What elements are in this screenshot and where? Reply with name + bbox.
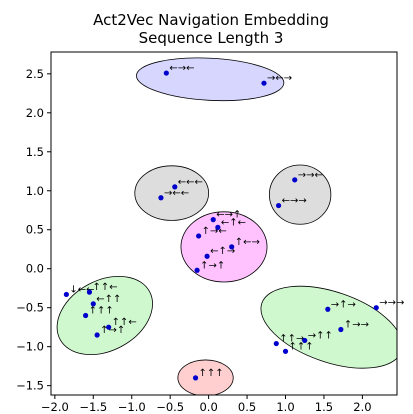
scatter-point [86, 289, 93, 295]
cluster-ellipse [177, 359, 234, 395]
cluster-ellipse [56, 276, 153, 355]
scatter-point [275, 202, 282, 209]
point-label: →↑→ [331, 299, 356, 310]
point-label: ↑↑↑ [199, 368, 224, 379]
y-tick-label: −0.5 [16, 301, 44, 315]
point-label: ↑→↑ [200, 260, 225, 271]
scatter-point [261, 80, 267, 86]
x-tick-label: 2.0 [353, 400, 371, 414]
cluster-ellipse [134, 165, 210, 221]
scatter-point [215, 224, 221, 230]
scatter-point [204, 253, 210, 259]
y-tick-label: 2.0 [26, 106, 44, 120]
y-tick-label: −1.0 [16, 340, 44, 354]
cluster-ellipse [136, 57, 285, 102]
scatter-point [163, 70, 169, 76]
scatter-point [63, 291, 69, 298]
point-label: ↑←→ [235, 237, 260, 248]
point-label: ←←← [178, 177, 203, 188]
point-label: →←← [164, 188, 189, 199]
point-label: ↑→← [202, 226, 227, 237]
x-tick-label: −1.5 [79, 400, 107, 414]
scatter-point [158, 195, 164, 201]
scatter-point [282, 348, 289, 354]
point-label: ↑↑→ [279, 334, 304, 345]
scatter-point [338, 326, 344, 333]
x-tick-label: 1.0 [276, 400, 294, 414]
point-label: →←→ [267, 73, 292, 84]
x-axis: −2.0 −1.5 −1.0 −0.5 0.0 0.5 1.0 1.5 2.0 [41, 395, 372, 414]
point-label: ←↑↑ [96, 294, 121, 305]
y-tick-label: 1.0 [26, 184, 44, 198]
cluster-ellipse [268, 164, 332, 225]
scatter-point [229, 244, 235, 250]
scatter-point [196, 233, 202, 239]
point-label: ←→↑ [216, 210, 241, 221]
scatter-point [94, 332, 100, 338]
points-layer: ←→←→←→←←←→←←→→←←→→←→↑↑→←←↑←↑←→←↑→↑→↑↓←←↑… [63, 63, 404, 381]
scatter-point [106, 324, 112, 330]
scatter-point [210, 217, 216, 223]
point-label: →↑↑ [308, 330, 333, 341]
scatter-point [172, 184, 178, 190]
x-tick-label: 0.5 [238, 400, 256, 414]
scatter-point [373, 305, 379, 311]
point-label: ↑→→ [344, 320, 369, 331]
point-label: ↑↑← [92, 282, 117, 293]
scatter-point [273, 340, 279, 347]
x-tick-label: −0.5 [156, 400, 184, 414]
cluster-ellipse [260, 285, 397, 369]
y-tick-label: 0.5 [26, 223, 44, 237]
scatter-point [292, 177, 298, 183]
scatter-point [325, 306, 331, 312]
x-tick-label: 1.5 [315, 400, 333, 414]
point-label: →→→ [379, 298, 404, 309]
point-label: ↑→↑ [100, 325, 125, 336]
x-tick-label: 0.0 [199, 400, 217, 414]
scatter-point [302, 337, 308, 344]
scatter-point [194, 267, 200, 273]
y-tick-label: 2.5 [26, 67, 44, 81]
chart-title: Act2Vec Navigation Embedding [93, 11, 329, 29]
x-tick-label: −1.0 [118, 400, 146, 414]
y-tick-label: 0.0 [26, 262, 44, 276]
point-label: ←↑→ [210, 246, 235, 257]
clusters-layer [56, 57, 397, 395]
point-label: ↑↑← [112, 317, 137, 328]
y-axis: −1.5 −1.0 −0.5 0.0 0.5 1.0 1.5 2.0 2.5 [16, 67, 51, 393]
point-label: ↓←← [69, 284, 94, 295]
point-label: ←→← [169, 63, 194, 74]
scatter-point [83, 312, 89, 319]
point-label: ←→→ [282, 196, 307, 207]
chart-subtitle: Sequence Length 3 [139, 29, 284, 47]
y-tick-label: 1.5 [26, 145, 44, 159]
point-label: →→← [298, 170, 323, 181]
cluster-ellipse [180, 211, 268, 283]
plot-frame [50, 51, 398, 396]
x-tick-label: −2.0 [41, 400, 69, 414]
y-tick-label: −1.5 [16, 379, 44, 393]
point-label: ←↑← [221, 217, 246, 228]
point-label: ↑↑↑ [289, 341, 314, 352]
scatter-point [90, 301, 96, 307]
scatter-point [192, 375, 199, 381]
point-label: ↑↑↑ [89, 305, 114, 316]
